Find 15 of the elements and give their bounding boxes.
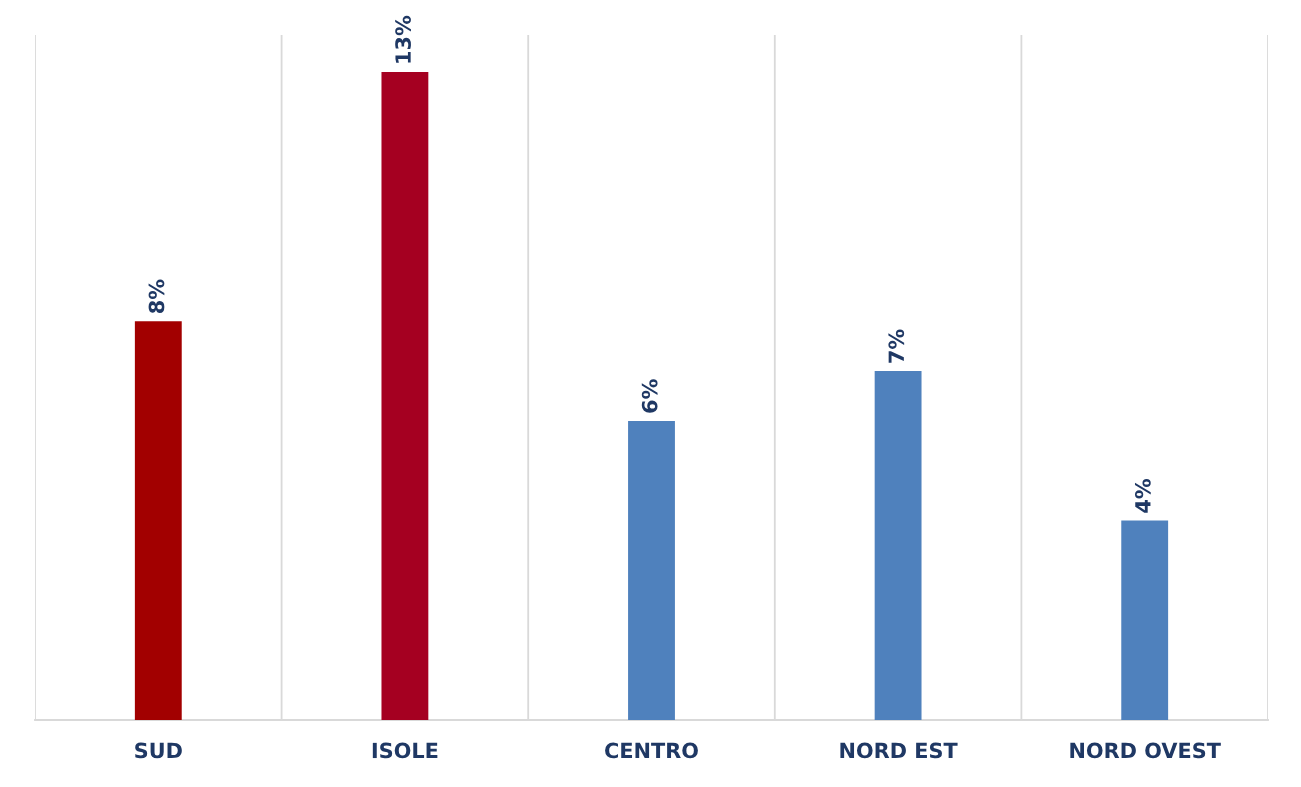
x-tick-label: CENTRO (605, 742, 698, 759)
bar (381, 71, 429, 720)
bar (874, 371, 922, 720)
bar (134, 321, 182, 720)
x-tick-label: NORD EST (840, 742, 958, 759)
x-tick-label: ISOLE (372, 742, 438, 759)
data-label: 8% (148, 279, 165, 313)
data-label: 6% (641, 379, 658, 413)
x-tick-label: NORD OVEST (1070, 742, 1221, 759)
data-label: 13% (395, 15, 411, 63)
data-label: 7% (888, 329, 905, 363)
data-label: 4% (1134, 478, 1151, 513)
x-tick-label: SUD (135, 742, 182, 759)
bar (1121, 520, 1169, 720)
bar (628, 420, 675, 720)
